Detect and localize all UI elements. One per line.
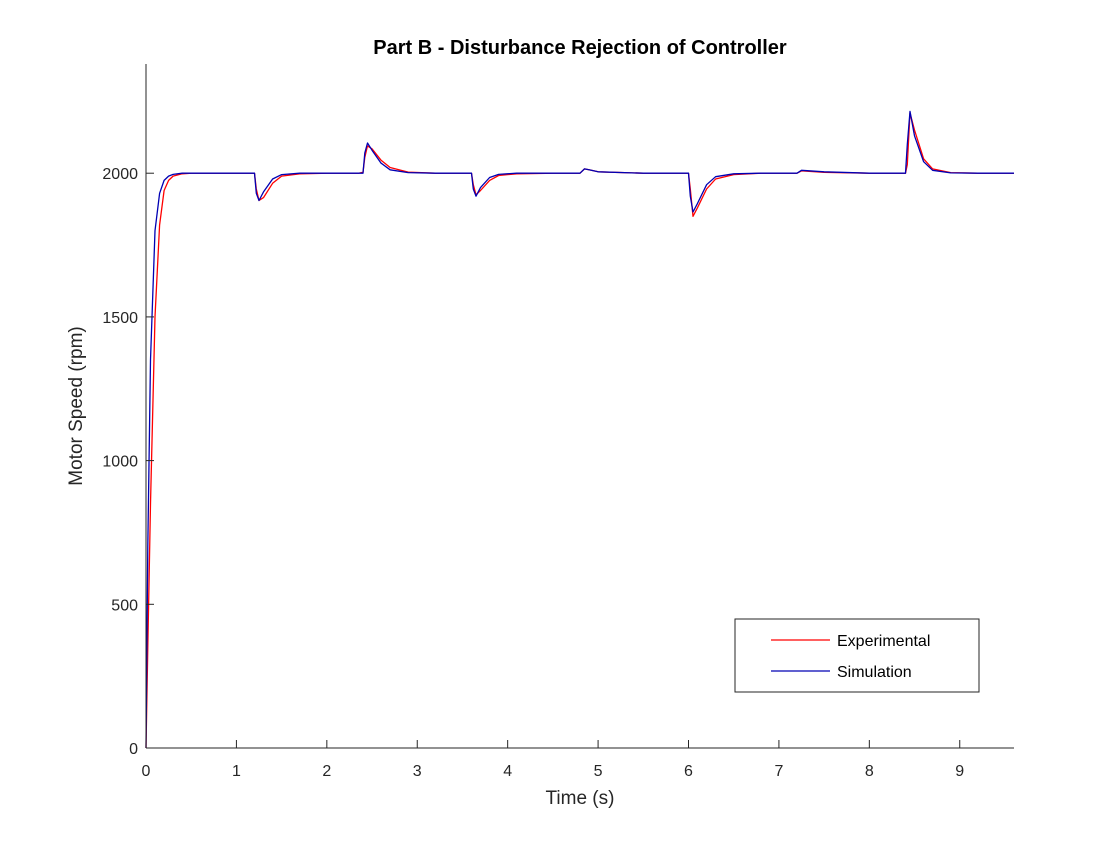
y-tick-label: 500 (111, 597, 138, 614)
x-tick-label: 2 (322, 763, 331, 780)
y-axis-label: Motor Speed (rpm) (66, 326, 87, 485)
x-tick-label: 6 (684, 763, 693, 780)
x-tick-label: 7 (774, 763, 783, 780)
x-tick-label: 4 (503, 763, 512, 780)
x-axis-ticks: 0 1 2 3 4 5 6 7 8 9 (142, 740, 964, 780)
x-tick-label: 9 (955, 763, 964, 780)
y-tick-label: 1000 (102, 454, 138, 471)
legend-box (734, 618, 980, 693)
legend: Experimental Simulation (734, 618, 980, 693)
x-tick-label: 0 (142, 763, 151, 780)
x-tick-label: 5 (594, 763, 603, 780)
series-line-simulation (145, 110, 1014, 749)
legend-label-simulation: Simulation (837, 664, 912, 681)
y-tick-label: 2000 (102, 166, 138, 183)
y-axis-ticks: 0 500 1000 1500 2000 (102, 166, 154, 758)
y-tick-label: 1500 (102, 310, 138, 327)
chart-title: Part B - Disturbance Rejection of Contro… (373, 37, 787, 59)
x-tick-label: 1 (232, 763, 241, 780)
x-tick-label: 8 (865, 763, 874, 780)
x-axis-label: Time (s) (546, 788, 615, 809)
y-tick-label: 0 (129, 741, 138, 758)
x-tick-label: 3 (413, 763, 422, 780)
plot-area (145, 110, 1014, 749)
legend-label-experimental: Experimental (837, 633, 930, 650)
